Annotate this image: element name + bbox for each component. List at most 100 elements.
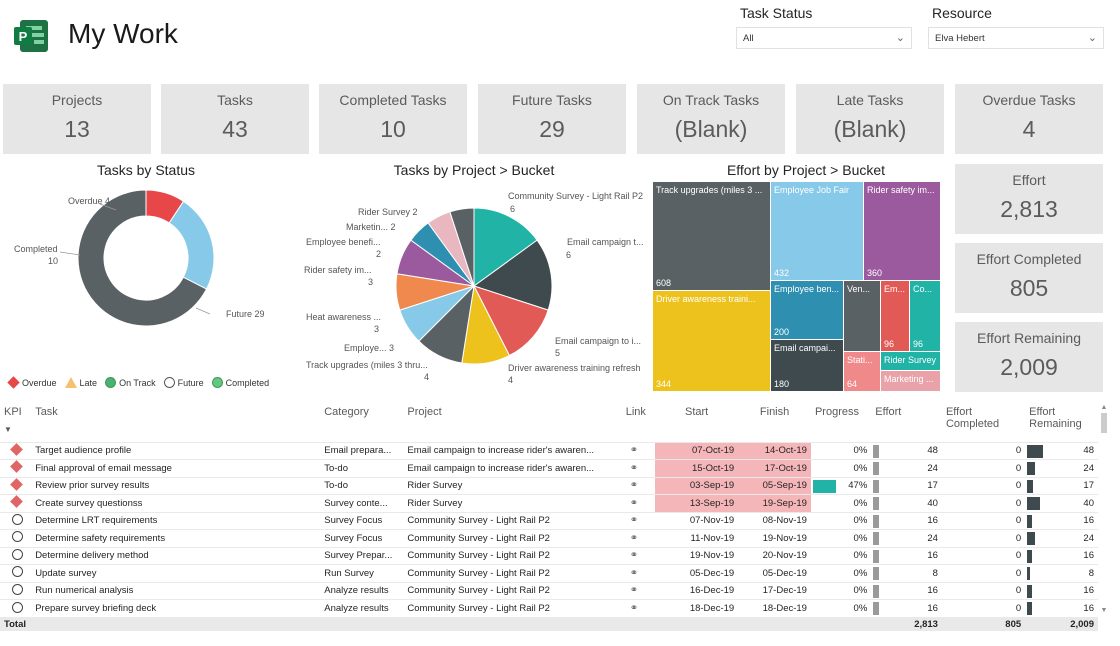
- legend-item-overdue[interactable]: Overdue: [7, 376, 57, 389]
- effort-value: 8: [932, 567, 938, 579]
- task-status-dropdown[interactable]: All ⌄: [736, 27, 912, 49]
- treemap-cell-value: 608: [656, 278, 672, 288]
- effort-value: 16: [927, 515, 938, 527]
- kpi-card-value: 10: [380, 116, 406, 142]
- treemap-cell[interactable]: Email campai... 180: [771, 340, 843, 391]
- legend-item-late[interactable]: Late: [64, 377, 97, 388]
- kpi-card-tasks[interactable]: Tasks 43: [161, 84, 309, 154]
- effort-treemap[interactable]: Track upgrades (miles 3 ... 608 Employee J…: [653, 182, 943, 392]
- treemap-cell[interactable]: Ven...: [844, 281, 880, 351]
- treemap-cell[interactable]: Rider Survey: [881, 352, 940, 370]
- effort-remaining-value: 16: [1083, 550, 1094, 562]
- treemap-cell[interactable]: Stati... 64: [844, 352, 880, 391]
- table-row[interactable]: Review prior survey results To-do Rider Su…: [0, 477, 1098, 495]
- kpi-card-future-tasks[interactable]: Future Tasks 29: [478, 84, 626, 154]
- link-icon[interactable]: ⚭: [629, 532, 639, 544]
- effort-card-effort-completed[interactable]: Effort Completed 805: [955, 243, 1103, 313]
- table-row[interactable]: Run numerical analysis Analyze results Com…: [0, 582, 1098, 600]
- progress-cell: 0%: [811, 582, 871, 600]
- pie-slice[interactable]: [473, 285, 549, 357]
- pie-slice[interactable]: [449, 207, 475, 287]
- col-progress[interactable]: Progress: [814, 406, 859, 418]
- table-row[interactable]: Final approval of email message To-do Emai…: [0, 459, 1098, 478]
- resource-value: Elva Hebert: [935, 33, 985, 44]
- table-row[interactable]: Determine safety requirements Survey Focu…: [0, 529, 1098, 548]
- treemap-cell[interactable]: Marketing ...: [881, 371, 940, 391]
- kpi-card-projects[interactable]: Projects 13: [3, 84, 151, 154]
- task-cell: Target audience profile: [35, 445, 132, 457]
- legend-item-on-track[interactable]: On Track: [105, 377, 156, 388]
- link-cell[interactable]: ⚭: [622, 582, 655, 600]
- link-icon[interactable]: ⚭: [629, 462, 639, 474]
- effort-completed-cell: 0: [1015, 532, 1022, 544]
- table-row[interactable]: Update survey Run Survey Community Survey …: [0, 564, 1098, 583]
- effort-remaining-cell: 40: [1025, 495, 1098, 513]
- treemap-cell[interactable]: Driver awareness traini... 344: [653, 291, 770, 391]
- treemap-cell-label: Rider Survey: [884, 355, 937, 365]
- link-icon[interactable]: ⚭: [629, 480, 639, 492]
- pie-data-label: 6: [510, 204, 515, 214]
- col-task[interactable]: Task: [35, 406, 58, 418]
- treemap-cell[interactable]: Co... 96: [910, 281, 940, 351]
- link-cell[interactable]: ⚭: [622, 547, 655, 565]
- link-icon[interactable]: ⚭: [629, 567, 639, 579]
- col-effort[interactable]: Effort: [875, 406, 902, 418]
- link-cell[interactable]: ⚭: [622, 477, 655, 495]
- tasks-by-status-donut[interactable]: Overdue 4 Completed 10 Future 29: [0, 180, 290, 370]
- legend-item-completed[interactable]: Completed: [211, 377, 269, 388]
- kpi-card-late-tasks[interactable]: Late Tasks (Blank): [796, 84, 944, 154]
- link-icon[interactable]: ⚭: [629, 550, 639, 562]
- finish-cell: 19-Nov-19: [762, 532, 807, 544]
- link-cell[interactable]: ⚭: [622, 512, 655, 530]
- link-cell[interactable]: ⚭: [622, 565, 655, 583]
- kpi-card-overdue-tasks[interactable]: Overdue Tasks 4: [955, 84, 1103, 154]
- link-cell[interactable]: ⚭: [622, 495, 655, 513]
- table-scrollbar[interactable]: ▲ ▼: [1100, 404, 1108, 614]
- tasks-by-project-pie[interactable]: Community Survey - Light Rail P2 6 Rider S…: [300, 180, 650, 392]
- table-row[interactable]: Create survey questionss Survey conte... R…: [0, 494, 1098, 513]
- progress-value: 0%: [853, 567, 868, 579]
- legend-item-future[interactable]: Future: [163, 377, 204, 388]
- donut-slice-future[interactable]: [77, 189, 208, 327]
- total-row: Total 2,813 805 2,009: [0, 617, 1098, 631]
- effort-bar: [873, 602, 880, 615]
- pie-slice[interactable]: [472, 239, 553, 311]
- sort-desc-icon[interactable]: ▼: [4, 425, 12, 434]
- col-start[interactable]: Start: [684, 406, 709, 418]
- link-cell[interactable]: ⚭: [622, 460, 655, 478]
- effort-card-effort[interactable]: Effort 2,813: [955, 164, 1103, 234]
- col-category[interactable]: Category: [324, 406, 369, 418]
- treemap-cell[interactable]: Employee Job Fair 432: [771, 182, 863, 280]
- treemap-cell[interactable]: Employee ben... 200: [771, 281, 843, 339]
- resource-dropdown[interactable]: Elva Hebert ⌄: [928, 27, 1104, 49]
- kpi-card-on-track-tasks[interactable]: On Track Tasks (Blank): [637, 84, 785, 154]
- effort-value: 17: [927, 480, 938, 492]
- col-finish[interactable]: Finish: [759, 406, 790, 418]
- pie-slice[interactable]: [473, 207, 538, 287]
- link-icon[interactable]: ⚭: [629, 497, 639, 509]
- link-icon[interactable]: ⚭: [629, 515, 639, 527]
- task-status-value: All: [743, 33, 754, 44]
- link-icon[interactable]: ⚭: [629, 445, 639, 457]
- effort-card-effort-remaining[interactable]: Effort Remaining 2,009: [955, 322, 1103, 392]
- table-row[interactable]: Determine delivery method Survey Prepar..…: [0, 547, 1098, 565]
- table-row[interactable]: Target audience profile Email prepara... E…: [0, 442, 1098, 460]
- col-effort-remaining[interactable]: Effort Remaining: [1029, 406, 1082, 430]
- link-icon[interactable]: ⚭: [629, 603, 639, 614]
- col-kpi[interactable]: KPI ▼: [0, 404, 31, 442]
- link-cell[interactable]: ⚭: [622, 442, 655, 460]
- donut-slice-completed[interactable]: [168, 200, 215, 290]
- treemap-cell[interactable]: Em... 96: [881, 281, 909, 351]
- treemap-cell[interactable]: Rider safety im... 360: [864, 182, 940, 280]
- kpi-card-completed-tasks[interactable]: Completed Tasks 10: [319, 84, 467, 154]
- finish-cell: 18-Dec-19: [762, 603, 807, 614]
- table-row[interactable]: Determine LRT requirements Survey Focus Co…: [0, 512, 1098, 530]
- col-effort-completed[interactable]: Effort Completed: [945, 406, 1000, 430]
- col-project[interactable]: Project: [407, 406, 442, 418]
- col-link[interactable]: Link: [625, 406, 646, 418]
- link-cell[interactable]: ⚭: [622, 530, 655, 548]
- link-icon[interactable]: ⚭: [629, 585, 639, 597]
- table-row[interactable]: Prepare survey briefing deck Analyze resu…: [0, 599, 1098, 618]
- link-cell[interactable]: ⚭: [622, 600, 655, 618]
- treemap-cell[interactable]: Track upgrades (miles 3 ... 608: [653, 182, 770, 290]
